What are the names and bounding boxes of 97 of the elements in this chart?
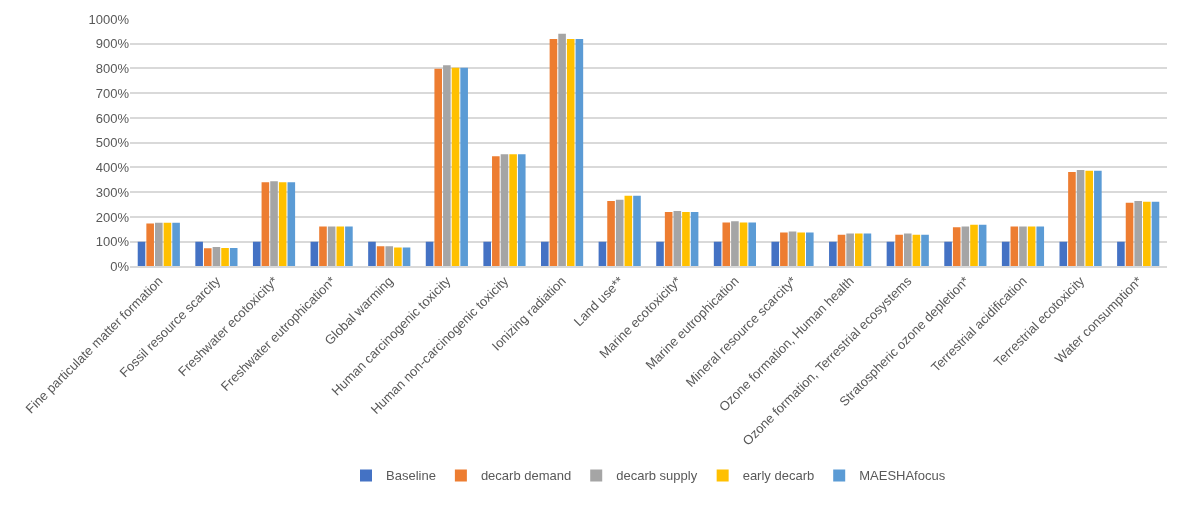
bar <box>797 232 805 267</box>
bar <box>1151 201 1160 267</box>
bar <box>1143 201 1151 267</box>
y-tick-label: 300% <box>95 184 130 200</box>
bar <box>394 247 402 267</box>
bar <box>549 39 558 267</box>
bar <box>509 154 517 267</box>
y-tick-label: 800% <box>95 61 130 77</box>
bar <box>952 227 961 267</box>
bar <box>1085 170 1094 267</box>
bar <box>682 212 690 267</box>
bar <box>970 224 978 267</box>
bar <box>829 241 837 267</box>
bar <box>1134 200 1142 267</box>
bar <box>385 246 394 267</box>
bar <box>221 247 229 267</box>
bar <box>722 222 731 267</box>
bar <box>345 226 353 267</box>
bar <box>146 223 154 267</box>
bar <box>633 195 641 267</box>
bar <box>837 234 846 267</box>
y-tick-label: 400% <box>95 160 130 176</box>
bar <box>376 246 385 267</box>
bar <box>771 241 780 267</box>
bar <box>944 241 952 267</box>
bar <box>1036 226 1045 267</box>
y-tick-label: 700% <box>95 85 130 101</box>
legend-label: decarb supply <box>616 468 698 484</box>
bar <box>1094 170 1102 267</box>
bar <box>252 241 261 267</box>
bar <box>319 226 327 267</box>
bar <box>172 222 180 267</box>
y-tick-label: 200% <box>95 209 130 225</box>
bar <box>517 154 526 267</box>
bar <box>863 233 872 267</box>
bar <box>739 222 748 267</box>
bar <box>731 221 739 267</box>
bar <box>607 200 615 267</box>
bar <box>492 156 500 267</box>
bar <box>978 224 987 267</box>
bar <box>1019 226 1027 267</box>
bar <box>903 233 912 267</box>
bar <box>921 234 929 267</box>
bar <box>229 247 238 267</box>
bar <box>368 241 376 267</box>
bar <box>541 241 549 267</box>
bar <box>846 233 854 267</box>
bar <box>434 68 443 267</box>
bar <box>558 33 566 267</box>
bar <box>895 234 903 267</box>
bar <box>1125 202 1134 267</box>
bar <box>788 231 797 267</box>
bar <box>854 233 863 267</box>
bar <box>615 199 624 267</box>
y-tick-label: 500% <box>95 135 130 151</box>
y-tick-label: 100% <box>95 234 130 250</box>
bar <box>1068 171 1076 267</box>
y-tick-label: 900% <box>95 36 130 52</box>
bar <box>673 211 682 267</box>
bar <box>336 226 345 267</box>
bar <box>1010 226 1019 267</box>
legend-label: MAESHAfocus <box>859 468 946 484</box>
bar <box>460 67 468 267</box>
bar <box>203 248 212 267</box>
legend-label: early decarb <box>742 468 815 484</box>
bar <box>664 212 673 267</box>
bar <box>327 226 336 267</box>
bar <box>163 222 172 267</box>
y-tick-label: 1000% <box>88 11 130 27</box>
y-tick-label: 0% <box>110 259 130 275</box>
bar <box>278 182 287 267</box>
bar <box>1027 226 1036 267</box>
bar <box>780 232 788 267</box>
bar <box>1117 241 1125 267</box>
bar <box>483 241 491 267</box>
bar <box>500 154 509 267</box>
bar <box>1076 169 1085 267</box>
bar <box>912 234 921 267</box>
bar <box>748 222 756 267</box>
legend-label: Baseline <box>386 468 436 484</box>
bar <box>261 182 270 267</box>
bar <box>443 65 451 267</box>
bar <box>961 226 970 267</box>
bar <box>656 241 664 267</box>
bar <box>195 241 203 267</box>
y-tick-label: 600% <box>95 110 130 126</box>
bar <box>575 39 584 267</box>
legend-label: decarb demand <box>480 468 572 484</box>
bar <box>155 222 163 267</box>
bar <box>806 232 814 267</box>
bar <box>402 247 411 267</box>
bar <box>566 39 575 267</box>
bar <box>451 67 460 267</box>
bar <box>624 195 633 267</box>
bar <box>287 182 296 267</box>
bar <box>270 181 278 267</box>
bar <box>690 212 699 267</box>
